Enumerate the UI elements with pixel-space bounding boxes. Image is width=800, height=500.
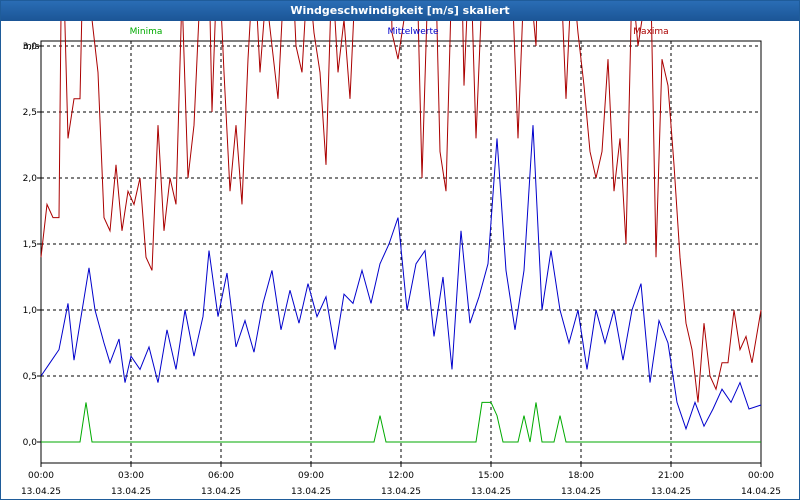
series-layer	[40, 21, 762, 443]
y-tick-label: 0,0	[23, 438, 38, 448]
x-tick-time: 15:00	[478, 471, 504, 481]
x-tick-time: 09:00	[298, 471, 324, 481]
x-tick-date: 13.04.25	[111, 487, 151, 497]
legend-maxima: Maxima	[633, 27, 668, 37]
x-tick-date: 13.04.25	[201, 487, 241, 497]
window-title: Windgeschwindigkeit [m/s] skaliert	[1, 1, 799, 21]
legend-layer: Minima Mittelwerte Maxima	[130, 27, 669, 37]
y-tick-label: 2,5	[23, 108, 37, 118]
y-tick-label: 1,0	[23, 306, 38, 316]
legend-minima: Minima	[130, 27, 163, 37]
y-tick-label: 0,5	[23, 372, 37, 382]
chart-area: 0,00,51,01,52,02,53,03,54,04,55,05,5m/s0…	[21, 21, 781, 497]
series-maxima-line	[40, 21, 762, 403]
x-tick-date: 13.04.25	[291, 487, 331, 497]
series-mittelwerte-line	[40, 125, 762, 431]
x-tick-date: 14.04.25	[741, 487, 781, 497]
legend-mittelwerte: Mittelwerte	[387, 27, 438, 37]
x-tick-time: 21:00	[658, 471, 684, 481]
axis-layer: 0,00,51,01,52,02,53,03,54,04,55,05,5m/s0…	[21, 42, 781, 497]
x-tick-time: 18:00	[568, 471, 594, 481]
x-tick-date: 13.04.25	[471, 487, 511, 497]
x-tick-date: 13.04.25	[651, 487, 691, 497]
x-tick-date: 13.04.25	[561, 487, 601, 497]
x-tick-time: 06:00	[208, 471, 234, 481]
x-tick-time: 00:00	[748, 471, 774, 481]
y-tick-label: 2,0	[23, 174, 38, 184]
y-axis-label: m/s	[23, 42, 40, 52]
x-tick-time: 03:00	[118, 471, 144, 481]
x-tick-time: 12:00	[388, 471, 414, 481]
x-tick-time: 00:00	[28, 471, 54, 481]
y-tick-label: 1,5	[23, 240, 37, 250]
x-tick-date: 13.04.25	[21, 487, 61, 497]
series-minima-line	[41, 401, 761, 443]
y-tick-label: 3,0	[23, 42, 38, 52]
x-tick-date: 13.04.25	[381, 487, 421, 497]
